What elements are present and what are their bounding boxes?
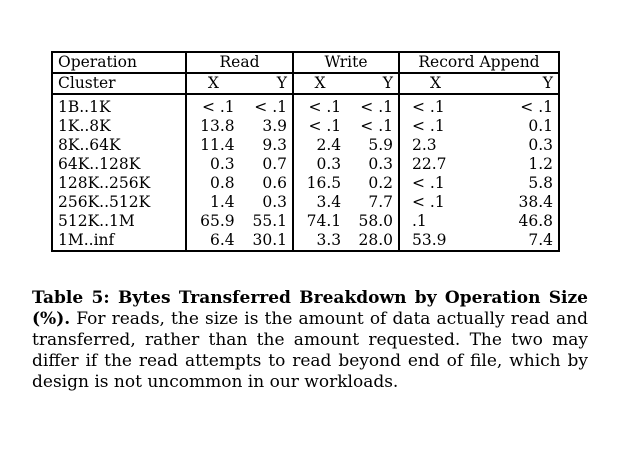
row-label: 1K..8K <box>51 117 185 136</box>
cell-append-x: < .1 <box>398 193 485 212</box>
table-row: 64K..128K 0.3 0.7 0.3 0.3 22.7 1.2 <box>51 155 560 174</box>
cell-append-x: 2.3 <box>398 136 485 155</box>
cell-write-y: 58.0 <box>358 212 393 230</box>
cell-write-x: 0.3 <box>292 155 346 174</box>
cell-write-y: 0.3 <box>368 155 393 173</box>
header-read: Read <box>185 51 292 72</box>
header-write: Write <box>292 51 398 72</box>
cell-append-x: < .1 <box>398 174 485 193</box>
header-write-y: Y <box>346 72 398 93</box>
header-row-operation: Operation Read Write Record Append <box>51 51 560 72</box>
cell-append-y: < .1 <box>485 98 560 117</box>
cell-append-y: 0.1 <box>485 117 560 136</box>
table-caption: Table 5: Bytes Transferred Breakdown by … <box>32 288 588 393</box>
cell-read-x: 0.3 <box>185 155 240 174</box>
header-write-x: X <box>292 72 347 93</box>
cell-write-x: 16.5 <box>292 174 346 193</box>
cell-append-x: 22.7 <box>398 155 485 174</box>
cell-read-x: 1.4 <box>185 193 240 212</box>
table-row: 8K..64K 11.4 9.3 2.4 5.9 2.3 0.3 <box>51 136 560 155</box>
cell-read-x: 6.4 <box>185 231 240 252</box>
cell-write-y: < .1 <box>360 117 393 135</box>
cell-append-y: 38.4 <box>485 193 560 212</box>
header-cluster: Cluster <box>51 72 185 93</box>
row-label: 1M..inf <box>51 231 185 252</box>
table-row: 1M..inf 6.4 30.1 3.3 28.0 53.9 7.4 <box>51 231 560 252</box>
row-label: 1B..1K <box>51 98 185 117</box>
cell-read-x: 0.8 <box>185 174 240 193</box>
cell-write-x: 3.4 <box>292 193 346 212</box>
header-append-x: X <box>398 72 485 93</box>
cell-read-y: 0.6 <box>262 174 287 192</box>
cell-write-x: 74.1 <box>292 212 346 231</box>
cell-read-x: < .1 <box>185 98 240 117</box>
table-row: 256K..512K 1.4 0.3 3.4 7.7 < .1 38.4 <box>51 193 560 212</box>
caption-text: For reads, the size is the amount of dat… <box>32 309 588 392</box>
header-separator <box>51 93 560 98</box>
cell-write-y: 0.2 <box>368 174 393 192</box>
cell-write-y: 5.9 <box>368 136 393 154</box>
header-record-append: Record Append <box>398 51 560 72</box>
cell-append-y: 7.4 <box>484 231 560 252</box>
header-append-y: Y <box>484 72 560 93</box>
cell-append-x: < .1 <box>398 117 485 136</box>
row-label: 512K..1M <box>51 212 185 231</box>
cell-append-y: 46.8 <box>485 212 560 231</box>
cell-write-x: 3.3 <box>292 231 347 252</box>
cell-read-x: 65.9 <box>185 212 240 231</box>
cell-read-y: 9.3 <box>262 136 287 154</box>
row-label: 128K..256K <box>51 174 185 193</box>
table-row: 1K..8K 13.8 3.9 < .1 < .1 < .1 0.1 <box>51 117 560 136</box>
table-row: 128K..256K 0.8 0.6 16.5 0.2 < .1 5.8 <box>51 174 560 193</box>
header-read-x: X <box>185 72 240 93</box>
cell-write-y: < .1 <box>360 98 393 116</box>
cell-write-x: 2.4 <box>292 136 346 155</box>
table-body: 1B..1K < .1 < .1 < .1 < .1 < .1 < .1 1K..8K 13.8… <box>51 98 560 252</box>
table-row: 512K..1M 65.9 55.1 74.1 58.0 .1 46.8 <box>51 212 560 231</box>
cell-read-y: 30.1 <box>239 231 292 252</box>
cell-read-y: 55.1 <box>252 212 287 230</box>
row-label: 256K..512K <box>51 193 185 212</box>
cell-write-x: < .1 <box>292 117 346 136</box>
cell-read-y: < .1 <box>254 98 287 116</box>
cell-read-y: 0.3 <box>262 193 287 211</box>
cell-append-y: 1.2 <box>485 155 560 174</box>
table-row: 1B..1K < .1 < .1 < .1 < .1 < .1 < .1 <box>51 98 560 117</box>
caption-title: Table 5: Bytes Transferred Breakdown by … <box>32 288 588 329</box>
header-read-y: Y <box>239 72 292 93</box>
cell-append-x: < .1 <box>398 98 485 117</box>
cell-append-x: 53.9 <box>398 231 485 252</box>
cell-append-x: .1 <box>398 212 485 231</box>
cell-write-y: 7.7 <box>368 193 393 211</box>
cell-append-y: 5.8 <box>485 174 560 193</box>
cell-write-y: 28.0 <box>346 231 398 252</box>
cell-read-y: 3.9 <box>262 117 287 135</box>
cell-append-y: 0.3 <box>485 136 560 155</box>
cell-read-x: 13.8 <box>185 117 240 136</box>
breakdown-table: Operation Read Write Record Append Clust… <box>51 51 560 252</box>
cell-read-y: 0.7 <box>262 155 287 173</box>
cell-write-x: < .1 <box>292 98 346 117</box>
header-row-cluster: Cluster X Y X Y X Y <box>51 72 560 93</box>
header-operation: Operation <box>51 51 185 72</box>
row-label: 64K..128K <box>51 155 185 174</box>
row-label: 8K..64K <box>51 136 185 155</box>
cell-read-x: 11.4 <box>185 136 240 155</box>
